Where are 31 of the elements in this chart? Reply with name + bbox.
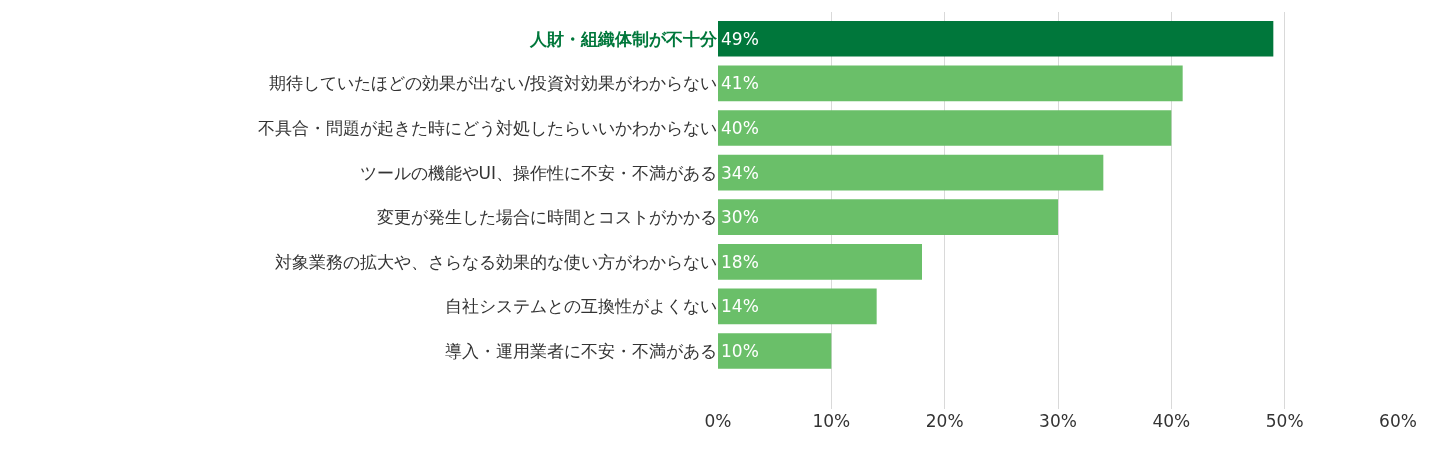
bar <box>718 65 1183 102</box>
data-label: 10% <box>721 341 759 362</box>
data-label: 40% <box>721 117 759 138</box>
bar <box>718 110 1172 146</box>
x-tick-label: 30% <box>1039 411 1077 431</box>
x-tick-label: 20% <box>925 411 964 431</box>
bar <box>718 199 1058 236</box>
y-tick-label: 不具合・問題が起きた時にどう対処したらいいかわからない <box>258 117 717 138</box>
x-tick-label: 40% <box>1152 411 1191 431</box>
y-tick-label: ツールの機能やUI、操作性に不安・不満がある <box>359 162 717 183</box>
data-label: 41% <box>721 73 759 94</box>
y-tick-label: 導入・運用業者に不安・不満がある <box>445 340 717 361</box>
x-tick-label: 50% <box>1265 411 1304 431</box>
y-tick-label: 変更が発生した場合に時間とコストがかかる <box>377 207 717 228</box>
data-label: 49% <box>721 28 759 49</box>
bar <box>718 154 1104 191</box>
x-tick-label: 10% <box>812 411 851 431</box>
y-tick-label: 人財・組織体制が不十分 <box>529 28 718 49</box>
data-label: 14% <box>721 296 759 317</box>
x-tick-label: 0% <box>704 411 732 431</box>
data-label: 18% <box>721 251 759 272</box>
bar <box>718 20 1274 57</box>
bar <box>718 333 832 369</box>
bar <box>718 288 877 325</box>
data-label: 34% <box>721 162 759 183</box>
data-label: 30% <box>721 207 759 228</box>
y-tick-label: 自社システムとの互換性がよくない <box>445 296 717 317</box>
x-tick-label: 60% <box>1379 411 1417 431</box>
y-tick-label: 期待していたほどの効果が出ない/投資対効果がわからない <box>269 73 717 94</box>
y-tick-label: 対象業務の拡大や、さらなる効果的な使い方がわからない <box>275 251 717 272</box>
bar <box>718 243 922 280</box>
